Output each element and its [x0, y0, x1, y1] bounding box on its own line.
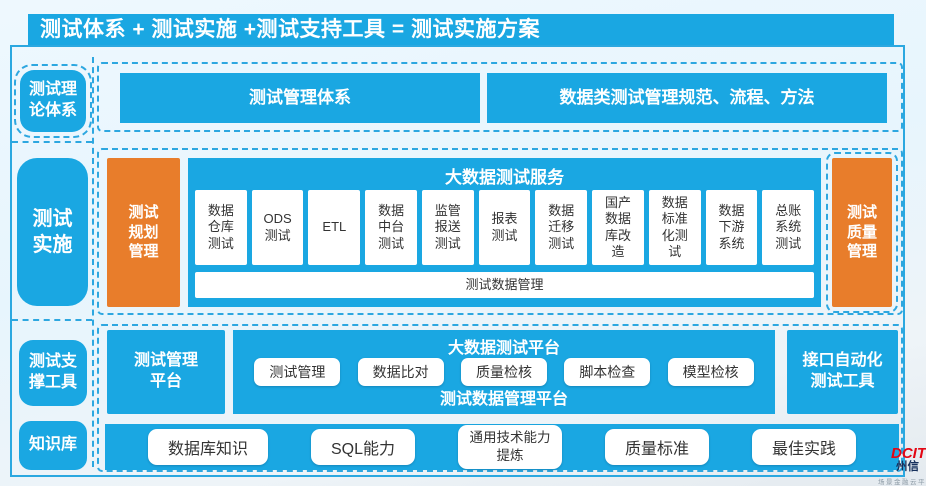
section-separator-2	[12, 319, 92, 321]
implementation-section-container	[97, 148, 903, 315]
bigdata-test-platform-panel: 大数据测试平台 测试管理 数据比对 质量检核 脚本检查 模型检核 测试数据管理平…	[233, 330, 775, 414]
service-item: 数据标准化测试	[648, 190, 701, 265]
platform-tool: 数据比对	[357, 357, 444, 386]
knowledge-base-bar: 数据库知识 SQL能力 通用技术能力提炼 质量标准 最佳实践	[105, 424, 899, 470]
service-item: 报表测试	[478, 190, 531, 265]
service-item: ETL	[308, 190, 361, 265]
sidebar-item-knowledge-base: 知识库	[19, 421, 87, 470]
platform-tool: 模型检核	[667, 357, 754, 386]
tools-knowledge-section-container	[97, 324, 903, 472]
test-data-management-platform-label: 测试数据管理平台	[439, 391, 568, 408]
vendor-logo-cn-name: 州信	[896, 461, 919, 473]
service-item: 数据下游系统	[705, 190, 758, 265]
platform-panel-title: 大数据测试平台	[447, 340, 560, 357]
vendor-logo-tagline: 场景金融云平台引领	[878, 479, 926, 486]
bigdata-test-service-panel: 大数据测试服务 数据仓库测试 ODS测试 ETL 数据中台测试 监管报送测试 报…	[188, 158, 821, 307]
sidebar-item-implementation: 测试实施	[17, 158, 88, 306]
test-management-platform-box: 测试管理平台	[107, 330, 225, 414]
api-automation-tool-box: 接口自动化测试工具	[787, 330, 898, 414]
platform-tool: 脚本检查	[564, 357, 651, 386]
test-management-system-box: 测试管理体系	[120, 73, 480, 123]
sidebar-item-support-tools: 测试支撑工具	[19, 340, 87, 406]
sidebar-item-theory: 测试理论体系	[20, 70, 86, 132]
platform-tool: 质量检核	[460, 357, 547, 386]
vendor-logo-wordmark: DCITS	[891, 445, 926, 462]
test-data-management-bar: 测试数据管理	[195, 272, 814, 298]
service-panel-title: 大数据测试服务	[445, 168, 564, 187]
page-title: 测试体系 + 测试实施 +测试支持工具 = 测试实施方案	[28, 14, 894, 45]
outer-frame	[10, 45, 905, 477]
platform-tool: 测试管理	[254, 357, 341, 386]
theory-section-container	[97, 62, 903, 132]
platform-tools-row: 测试管理 数据比对 质量检核 脚本检查 模型检核	[237, 355, 771, 388]
service-item: 总账系统测试	[762, 190, 815, 265]
vendor-logo: DCITS 州信 场景金融云平台引领	[878, 445, 926, 486]
knowledge-item: 质量标准	[604, 429, 709, 465]
sidebar-content-divider	[92, 57, 94, 467]
knowledge-item: 数据库知识	[147, 429, 268, 465]
service-item: 监管报送测试	[421, 190, 474, 265]
service-item: 国产数据库改造	[592, 190, 644, 265]
service-item: 数据仓库测试	[195, 190, 247, 265]
service-item: 数据中台测试	[365, 190, 417, 265]
data-test-standards-box: 数据类测试管理规范、流程、方法	[487, 73, 887, 123]
quality-box-outline	[826, 152, 898, 313]
test-planning-management-box: 测试规划管理	[107, 158, 180, 307]
knowledge-item: SQL能力	[310, 429, 416, 465]
sidebar-theory-outline	[14, 64, 92, 138]
knowledge-item: 通用技术能力提炼	[458, 425, 562, 469]
service-item: 数据迁移测试	[535, 190, 588, 265]
section-separator-1	[12, 141, 92, 143]
service-item: ODS测试	[251, 190, 304, 265]
knowledge-item: 最佳实践	[751, 429, 856, 465]
service-items-row: 数据仓库测试 ODS测试 ETL 数据中台测试 监管报送测试 报表测试 数据迁移…	[195, 190, 815, 265]
test-quality-management-box: 测试质量管理	[832, 158, 892, 307]
